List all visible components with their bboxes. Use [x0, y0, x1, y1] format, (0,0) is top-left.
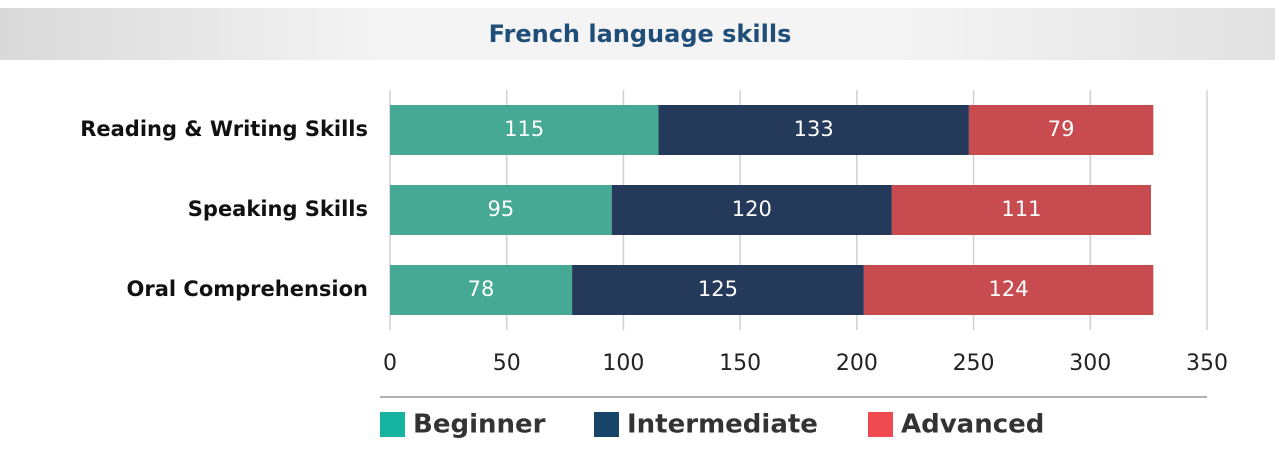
bar [863, 265, 1154, 315]
legend-label: Beginner [413, 410, 546, 440]
value-label: 133 [794, 117, 834, 141]
x-tick-label: 350 [1186, 351, 1228, 376]
bar [658, 105, 969, 155]
x-tick-label: 300 [1069, 351, 1111, 376]
value-label: 124 [989, 277, 1029, 301]
legend-swatch [868, 412, 893, 437]
value-label: 111 [1001, 197, 1041, 221]
value-label: 120 [732, 197, 772, 221]
value-label: 95 [488, 197, 515, 221]
legend-label: Advanced [901, 410, 1044, 440]
y-tick-label: Speaking Skills [188, 197, 368, 221]
y-tick-label: Reading & Writing Skills [80, 117, 368, 141]
value-label: 79 [1048, 117, 1075, 141]
legend-swatch [594, 412, 619, 437]
bar [968, 105, 1154, 155]
x-tick-label: 50 [493, 351, 521, 376]
x-tick-label: 100 [602, 351, 644, 376]
value-label: 115 [504, 117, 544, 141]
x-tick-label: 0 [383, 351, 397, 376]
bar [390, 265, 573, 315]
chart-title: French language skills [489, 20, 792, 48]
value-label: 78 [468, 277, 495, 301]
bar [611, 185, 892, 235]
bar [891, 185, 1151, 235]
legend-swatch [380, 412, 405, 437]
bar [390, 105, 659, 155]
x-tick-label: 250 [953, 351, 995, 376]
bar [572, 265, 864, 315]
x-tick-label: 150 [719, 351, 761, 376]
title-band [0, 8, 1275, 60]
bar [390, 185, 612, 235]
legend-label: Intermediate [627, 410, 818, 440]
value-label: 125 [698, 277, 738, 301]
x-tick-label: 200 [836, 351, 878, 376]
y-tick-label: Oral Comprehension [127, 277, 368, 301]
